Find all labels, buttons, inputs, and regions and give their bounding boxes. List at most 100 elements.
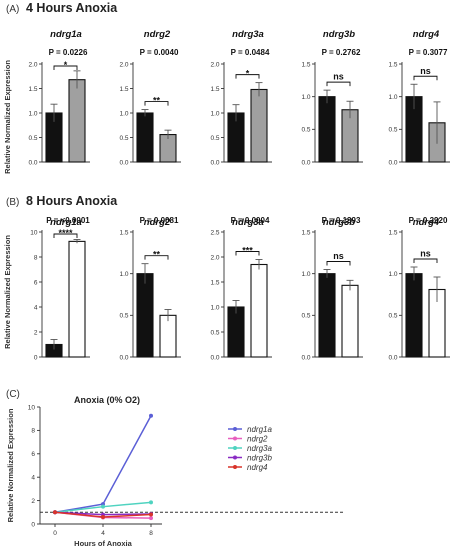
y-tick-label: 1.0	[301, 94, 310, 101]
y-tick-label: 1.5	[388, 61, 397, 68]
y-tick-label: 4	[34, 304, 38, 311]
chart-title: ndrg1a	[50, 29, 82, 40]
bar-chart-a-ndrg1a: ndrg1a 0.0 0.5 1.0 1.5 2.0 * P = 0.0226	[28, 29, 90, 166]
y-tick-label: 1.5	[210, 86, 219, 93]
bar-chart-a-ndrg4: ndrg4 0.0 0.5 1.0 1.5 ns P = 0.3077	[388, 29, 450, 166]
bar-anoxia	[250, 263, 268, 358]
legend-label-ndrg2: ndrg2	[247, 434, 268, 443]
x-tick-label: 8	[149, 530, 153, 537]
y-tick-label: 0.5	[119, 135, 128, 142]
y-tick-label: 1.0	[388, 271, 397, 278]
significance-bracket	[53, 65, 78, 70]
y-tick-label: 2.0	[210, 61, 219, 68]
x-tick-label: 0	[53, 530, 57, 537]
data-point-ndrg3a	[101, 504, 105, 509]
chart-title: ndrg1a	[50, 217, 82, 228]
y-tick-label: 0.0	[301, 159, 310, 166]
panel-c-letter: (C)	[6, 389, 20, 400]
chart-title: ndrg2	[144, 29, 171, 40]
p-value: P = 0.0484	[231, 48, 270, 57]
y-tick-label: 2.0	[119, 61, 128, 68]
data-point-ndrg3a	[149, 500, 153, 505]
significance-label: *	[64, 60, 68, 70]
y-tick-label: 1.5	[210, 279, 219, 286]
bar-control	[318, 96, 336, 163]
x-tick-label: 4	[101, 530, 105, 537]
y-tick-label: 2.0	[28, 61, 37, 68]
y-tick-label: 1.0	[119, 271, 128, 278]
bar-anoxia	[250, 88, 268, 163]
bar-control	[405, 273, 423, 358]
p-value: P = 0.3077	[409, 48, 448, 57]
significance-bracket	[413, 258, 438, 263]
bar-chart-a-ndrg3b: ndrg3b 0.0 0.5 1.0 1.5 ns P = 0.2762	[301, 29, 363, 166]
line-chart-title: Anoxia (0% O2)	[74, 395, 140, 405]
y-tick-label: 0.0	[28, 159, 37, 166]
y-tick-label: 0	[31, 521, 35, 528]
significance-bracket	[144, 101, 169, 106]
y-tick-label: 1.5	[119, 86, 128, 93]
bar-control	[318, 273, 336, 358]
y-tick-label: 10	[28, 404, 36, 411]
data-point-ndrg4	[101, 514, 105, 519]
p-value: P = 0.2920	[409, 216, 448, 225]
data-point-ndrg4	[53, 510, 57, 515]
y-tick-label: 2.5	[210, 229, 219, 236]
y-axis-label: Relative Normalized Expression	[6, 408, 15, 522]
y-tick-label: 1.5	[388, 229, 397, 236]
y-tick-label: 6	[34, 279, 38, 286]
significance-label: *	[246, 69, 250, 79]
y-tick-label: 0.5	[388, 313, 397, 320]
y-tick-label: 8	[31, 428, 35, 435]
y-tick-label: 0.0	[210, 354, 219, 361]
y-tick-label: 0.0	[388, 159, 397, 166]
significance-label: ns	[333, 251, 344, 261]
legend-marker-ndrg3a	[233, 446, 237, 450]
y-tick-label: 1.5	[28, 86, 37, 93]
significance-bracket	[235, 74, 260, 79]
y-tick-label: 1.5	[119, 229, 128, 236]
y-tick-label: 2	[31, 498, 35, 505]
y-tick-label: 0.0	[119, 159, 128, 166]
p-value: P = 0.0081	[140, 216, 179, 225]
panel-a-title: 4 Hours Anoxia	[26, 1, 118, 15]
chart-title: ndrg3a	[232, 29, 264, 40]
p-value: P = 0.2762	[322, 48, 361, 57]
significance-bracket	[326, 261, 351, 266]
data-point-ndrg2	[149, 516, 153, 521]
p-value: P = <0.0001	[46, 216, 90, 225]
bar-anoxia	[341, 284, 359, 358]
bar-chart-b-ndrg3b: ndrg3b 0.0 0.5 1.0 1.5 ns P = 0.1393	[301, 216, 363, 361]
bar-control	[227, 306, 245, 358]
bar-chart-b-ndrg2: ndrg2 0.0 0.5 1.0 1.5 ** P = 0.0081	[119, 216, 181, 361]
panel-a-letter: (A)	[6, 4, 19, 15]
y-tick-label: 0.5	[301, 127, 310, 134]
legend-label-ndrg4: ndrg4	[247, 463, 268, 472]
y-tick-label: 0	[34, 354, 38, 361]
legend-marker-ndrg1a	[233, 427, 237, 431]
data-point-ndrg1a	[149, 413, 153, 418]
significance-label: **	[153, 250, 161, 260]
p-value: P = 0.0226	[49, 48, 88, 57]
line-chart: Anoxia (0% O2) 0 2 4 6 8 10 0 4 8 Hours of Anoxia R…	[6, 395, 345, 548]
significance-label: ***	[242, 246, 253, 256]
y-tick-label: 0.5	[301, 313, 310, 320]
y-tick-label: 2	[34, 329, 38, 336]
data-point-ndrg4	[149, 512, 153, 517]
legend-label-ndrg1a: ndrg1a	[247, 425, 272, 434]
chart-title: ndrg3b	[323, 29, 355, 40]
bar-anoxia	[159, 314, 177, 358]
y-tick-label: 1.0	[388, 94, 397, 101]
y-tick-label: 1.0	[210, 110, 219, 117]
significance-bracket	[413, 75, 438, 81]
series-line-ndrg1a	[54, 415, 152, 514]
significance-label: ns	[420, 66, 431, 76]
y-tick-label: 0.0	[301, 354, 310, 361]
legend-label-ndrg3a: ndrg3a	[247, 444, 272, 453]
p-value: P = 0.0040	[140, 48, 179, 57]
significance-label: **	[153, 96, 161, 106]
x-axis-label: Hours of Anoxia	[74, 539, 132, 548]
y-tick-label: 0.0	[388, 354, 397, 361]
panel-b-letter: (B)	[6, 197, 19, 208]
